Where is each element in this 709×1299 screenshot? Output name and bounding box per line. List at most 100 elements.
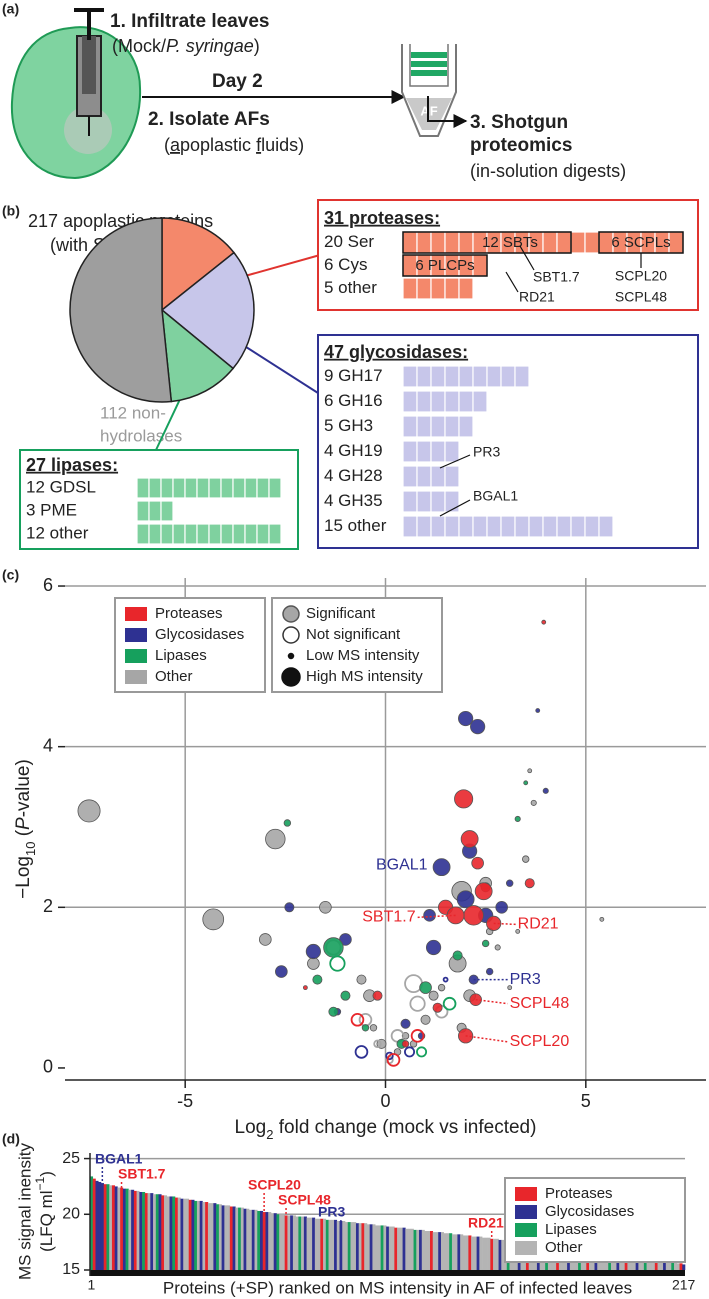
legend-label: Other (155, 668, 193, 685)
point (284, 902, 295, 913)
step-note: (apoplastic fluids) (164, 135, 304, 155)
bar (443, 1233, 447, 1270)
axis-strip (90, 1270, 685, 1276)
bar (399, 1227, 403, 1270)
bar (295, 1216, 299, 1270)
bar (339, 1220, 343, 1270)
point (340, 990, 351, 1001)
unit-square (528, 515, 544, 538)
point (523, 780, 529, 786)
unit-square (486, 515, 502, 538)
bar (309, 1217, 313, 1270)
unit-square (416, 390, 432, 413)
point (202, 908, 225, 931)
bar (229, 1206, 233, 1270)
bar (671, 1262, 675, 1270)
bar (484, 1237, 488, 1270)
unit-square (598, 515, 614, 538)
leader (519, 245, 535, 271)
bar (150, 1193, 154, 1270)
unit-square (458, 390, 474, 413)
pie-slice (161, 217, 235, 312)
legend-label: Proteases (155, 605, 223, 622)
text-part: P (13, 817, 34, 830)
point (265, 828, 286, 850)
unit-square (160, 523, 174, 545)
point (535, 708, 541, 713)
step-text: proteomics (470, 135, 572, 156)
text-part: ( (13, 829, 34, 841)
unit-square (196, 523, 210, 545)
point (361, 1024, 370, 1032)
point (474, 882, 493, 901)
bar (490, 1238, 494, 1270)
point (481, 939, 490, 948)
annotation: BGAL1 (95, 1151, 143, 1167)
point (259, 933, 272, 946)
bar (246, 1208, 250, 1270)
bar (262, 1212, 266, 1270)
x-axis-label: Log2 fold change (mock vs infected) (235, 1117, 537, 1142)
bar (336, 1220, 340, 1270)
bar (281, 1214, 285, 1270)
unit-square (136, 477, 150, 499)
text-part: −1 (33, 1176, 47, 1190)
unit-square (570, 515, 586, 538)
unit-square (244, 477, 258, 499)
bar (320, 1218, 324, 1270)
bar (446, 1233, 450, 1270)
unit-square (196, 477, 210, 499)
point (524, 878, 535, 889)
point (541, 619, 547, 625)
row-label: 12 other (26, 523, 89, 542)
row-label: 5 other (324, 278, 377, 297)
bar (117, 1187, 121, 1270)
bar (358, 1223, 362, 1270)
unit-square (444, 465, 460, 488)
annotation: SCPL48 (615, 289, 667, 305)
legend-swatch (515, 1205, 537, 1219)
bar (153, 1194, 157, 1270)
point (442, 976, 449, 983)
bar (95, 1180, 99, 1270)
bar (235, 1207, 239, 1270)
point (456, 890, 475, 909)
bar (353, 1222, 357, 1270)
unit-square (416, 465, 432, 488)
bar (413, 1229, 417, 1270)
unit-bar (402, 515, 614, 538)
y-axis-label: (LFQ ml−1) (33, 1171, 56, 1252)
unit-square (416, 415, 432, 438)
bar (298, 1216, 302, 1270)
bar (191, 1199, 195, 1270)
point (323, 937, 344, 958)
unit-square (244, 523, 258, 545)
bar (301, 1216, 305, 1270)
legend-swatch (515, 1241, 537, 1255)
unit-square (444, 440, 460, 463)
point (432, 858, 451, 877)
legend-swatch (125, 628, 147, 642)
y-tick-label: 6 (43, 575, 53, 595)
unit-square (268, 477, 282, 499)
bar (355, 1223, 360, 1270)
y-axis-label: −Log10 (P-value) (13, 759, 38, 899)
annotation: SCPL20 (615, 268, 667, 284)
annotation: BGAL1 (473, 488, 518, 504)
annotation: BGAL1 (376, 856, 428, 873)
point (77, 799, 101, 823)
bar (257, 1210, 261, 1270)
bar (479, 1236, 483, 1270)
y-tick-label: 25 (62, 1150, 80, 1167)
bar (476, 1236, 480, 1270)
unit-square (500, 365, 516, 388)
unit-square (148, 500, 162, 522)
bar (386, 1226, 390, 1270)
legend-symbol (281, 667, 301, 687)
point (428, 990, 439, 1001)
point (437, 983, 446, 992)
bar (369, 1224, 373, 1270)
bar (665, 1261, 669, 1270)
unit-square (514, 515, 530, 538)
bar (243, 1208, 247, 1270)
